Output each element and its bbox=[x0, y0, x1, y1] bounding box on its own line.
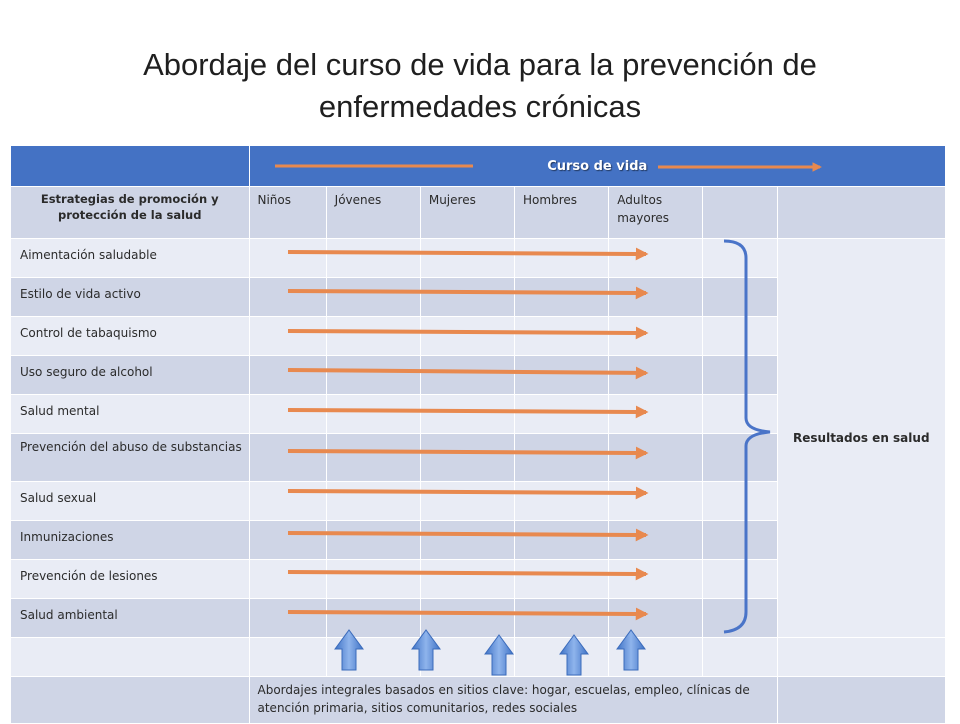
strategy-row: Aimentación saludable Resultados en salu… bbox=[10, 238, 947, 638]
group-header-jovenes: Jóvenes bbox=[325, 186, 421, 239]
slide-title: Abordaje del curso de vida para la preve… bbox=[0, 44, 960, 128]
strategy-label: Prevención de lesiones bbox=[10, 559, 250, 599]
footer-empty-cell bbox=[10, 676, 250, 724]
curso-de-vida-label: Curso de vida bbox=[248, 145, 946, 187]
slide-title-line-2: enfermedades crónicas bbox=[318, 89, 642, 124]
strategy-label: Uso seguro de alcohol bbox=[10, 355, 250, 395]
strategy-label: Estilo de vida activo bbox=[10, 277, 250, 317]
footer-text: Abordajes integrales basados en sitios c… bbox=[248, 676, 778, 724]
empty-header-cell bbox=[702, 186, 778, 239]
outcome-cell: Resultados en salud bbox=[776, 238, 947, 638]
strategy-label: Salud mental bbox=[10, 394, 250, 434]
strategy-label: Salud sexual bbox=[10, 481, 250, 521]
header-row: Curso de vida bbox=[10, 145, 946, 187]
group-header-adultos-mayores: Adultos mayores bbox=[608, 186, 704, 239]
footer-empty-cell bbox=[776, 676, 947, 724]
footer-row: Abordajes integrales basados en sitios c… bbox=[10, 676, 947, 724]
strategy-label: Prevención del abuso de substancias bbox=[10, 433, 250, 482]
column-header-row: Estrategias de promoción y protección de… bbox=[10, 186, 947, 239]
group-header-hombres: Hombres bbox=[514, 186, 610, 239]
strategy-label: Salud ambiental bbox=[10, 598, 250, 638]
group-header-mujeres: Mujeres bbox=[419, 186, 516, 239]
empty-row bbox=[10, 637, 947, 677]
strategy-label: Aimentación saludable bbox=[10, 238, 250, 278]
strategy-label: Inmunizaciones bbox=[10, 520, 250, 560]
strategy-column-header: Estrategias de promoción y protección de… bbox=[10, 186, 250, 239]
group-header-ninos: Niños bbox=[248, 186, 327, 239]
slide-title-line-1: Abordaje del curso de vida para la preve… bbox=[143, 47, 817, 82]
empty-header-cell bbox=[776, 186, 947, 239]
life-course-table: Curso de vida Estrategias de promoción y… bbox=[10, 145, 947, 724]
header-empty-cell bbox=[10, 145, 250, 187]
strategy-label: Control de tabaquismo bbox=[10, 316, 250, 356]
